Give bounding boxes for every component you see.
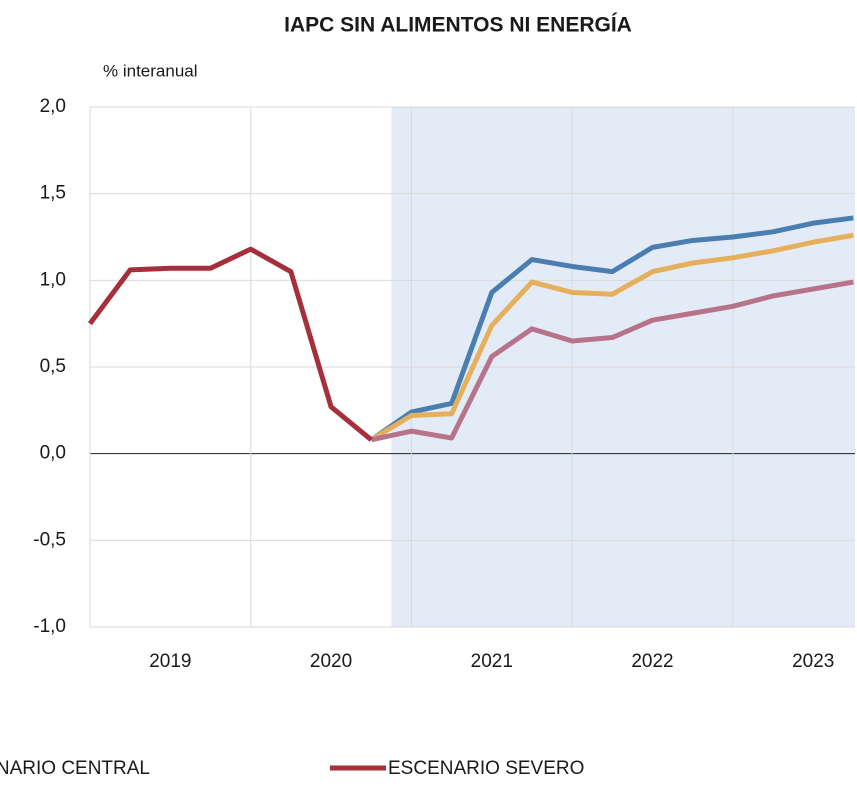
legend-label: ESCENARIO SEVERO [388, 758, 584, 779]
x-tick-label: 2019 [149, 651, 191, 672]
y-tick-label: 1,5 [40, 183, 66, 204]
legend-label: ESCENARIO CENTRAL [0, 758, 150, 779]
y-tick-label: -0,5 [33, 529, 66, 550]
y-tick-label: -1,0 [33, 616, 66, 637]
series-line [369, 232, 854, 442]
x-tick-label: 2021 [471, 651, 513, 672]
series-line [369, 215, 854, 442]
series-line [370, 279, 854, 443]
x-tick-label: 2023 [792, 651, 834, 672]
y-tick-label: 1,0 [40, 269, 66, 290]
y-tick-label: 0,5 [40, 356, 66, 377]
series-line [87, 246, 373, 442]
x-tick-label: 2020 [310, 651, 352, 672]
chart-title: IAPC SIN ALIMENTOS NI ENERGÍA [284, 14, 632, 37]
y-tick-label: 0,0 [40, 443, 66, 464]
y-axis-label: % interanual [103, 61, 198, 80]
x-tick-label: 2022 [631, 651, 673, 672]
y-tick-label: 2,0 [40, 96, 66, 117]
